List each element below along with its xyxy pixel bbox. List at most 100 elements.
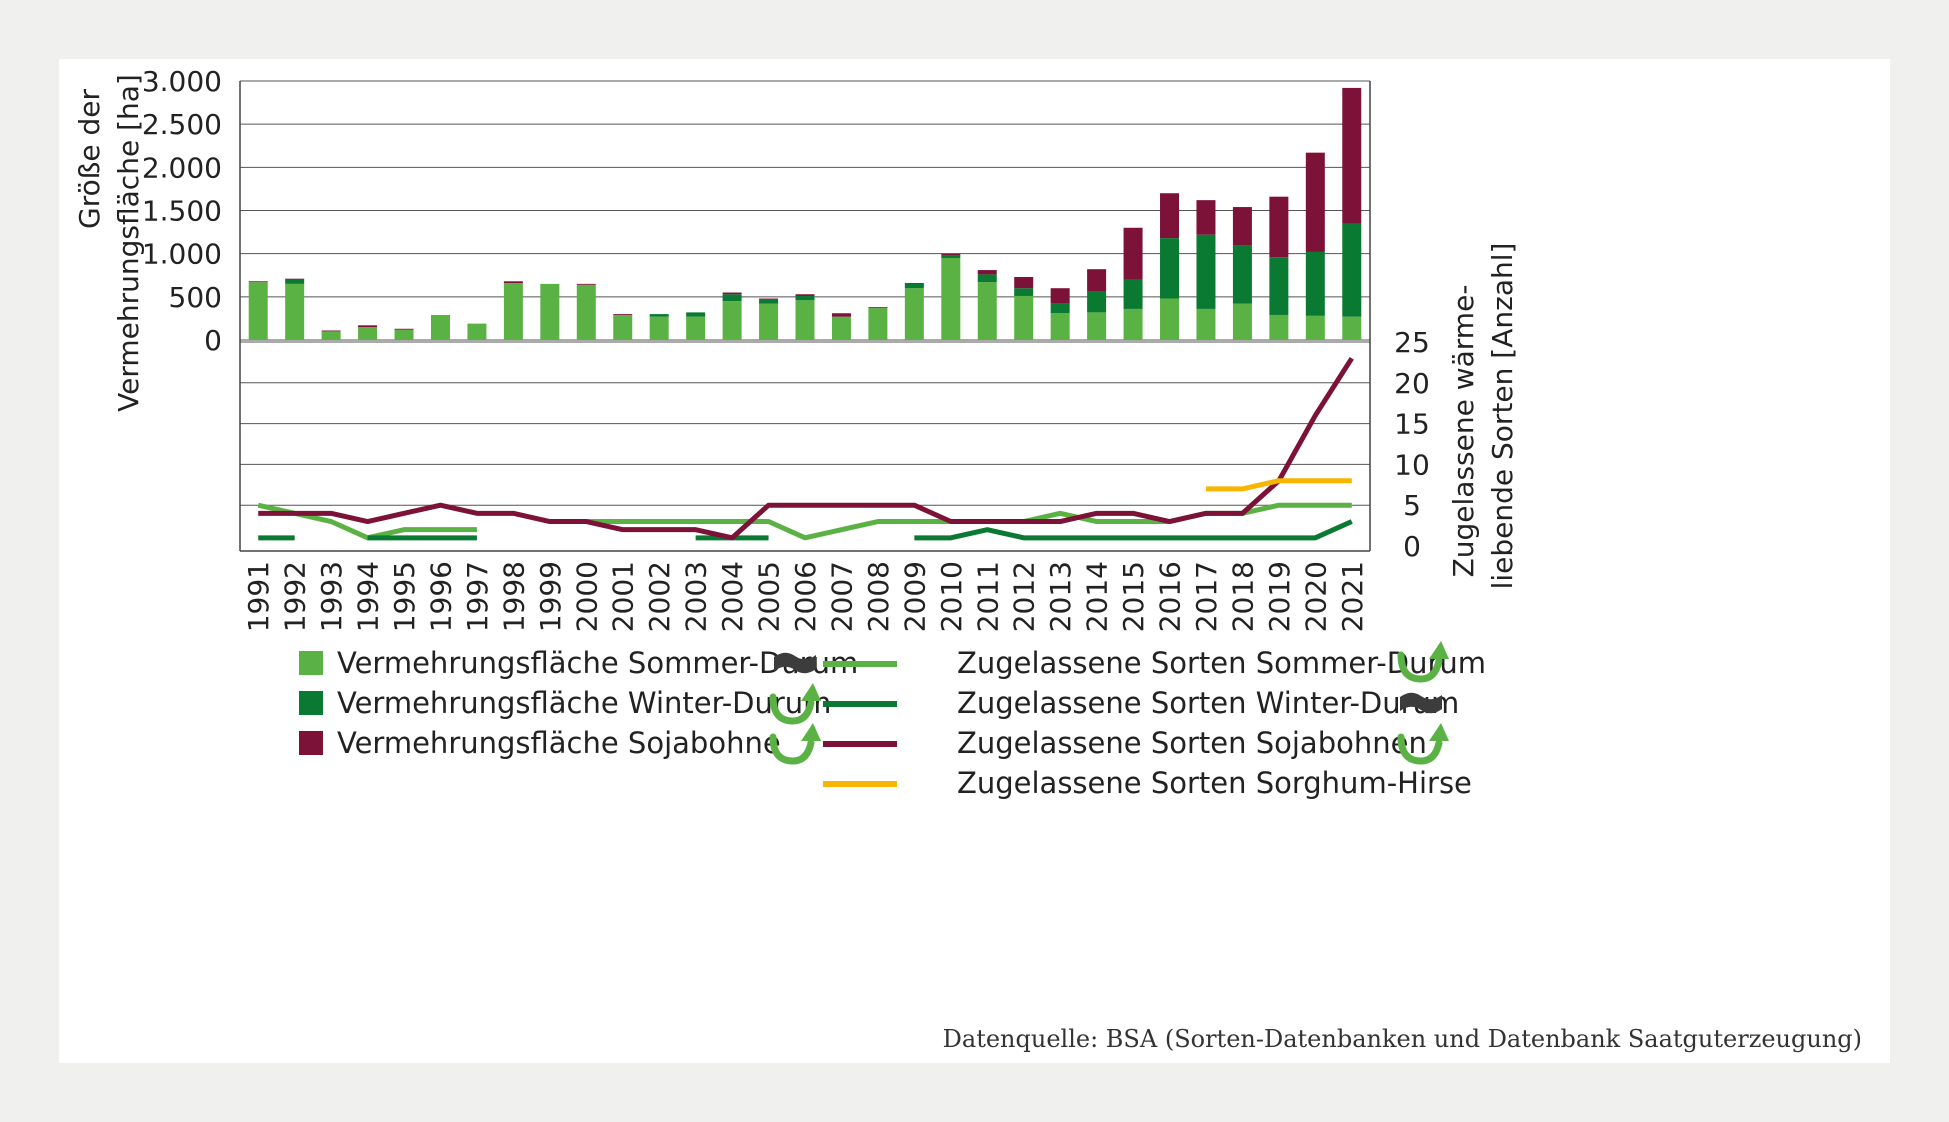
x-tick-label: 1997	[461, 561, 494, 632]
bar-winter-durum	[1269, 257, 1289, 315]
bar-sojabohne	[1305, 152, 1325, 252]
bar-sommer-durum	[1123, 308, 1143, 340]
bar-sommer-durum	[285, 283, 305, 340]
legend-line-sojabohnen-sorten	[823, 741, 897, 747]
x-tick-label: 2007	[825, 561, 858, 632]
bar-sommer-durum	[795, 300, 815, 340]
bar-sojabohne	[759, 298, 779, 300]
legend-swatch-sommer-durum-area	[299, 651, 323, 675]
bar-winter-durum	[722, 294, 742, 302]
bar-sojabohne	[831, 313, 851, 317]
bar-sojabohne	[503, 281, 523, 284]
bar-sojabohne	[1123, 227, 1143, 280]
line-sojabohnen	[258, 356, 1354, 541]
bar-sojabohne	[248, 281, 268, 283]
bar-sommer-durum	[977, 282, 997, 340]
bar-sommer-durum	[722, 301, 742, 340]
y-tick-label-right: 25	[1394, 326, 1430, 359]
x-tick-label: 2014	[1081, 561, 1114, 632]
bar-winter-durum	[795, 295, 815, 301]
x-tick-label: 2012	[1008, 561, 1041, 632]
figure-card: 0 500 1.000 1.500 2.000 2.500 3.000 0 5 10 15 20 25 G…	[59, 59, 1890, 1063]
bar-winter-durum	[1014, 288, 1034, 296]
tilde-icon	[1400, 692, 1442, 714]
y-axis-title-left-line1: Größe der	[73, 89, 106, 229]
bar-sommer-durum	[467, 323, 487, 340]
bar-sommer-durum	[1160, 298, 1180, 340]
bar-sommer-durum	[430, 314, 450, 340]
bar-winter-durum	[977, 274, 997, 283]
bar-sojabohne	[1269, 196, 1289, 258]
legend-label-sojabohne-area: Vermehrungsfläche Sojabohne	[337, 726, 781, 760]
bar-sojabohne	[1014, 276, 1034, 289]
legend-label-sommer-durum-area: Vermehrungsfläche Sommer-Durum	[337, 646, 859, 680]
y-tick-label-left: 500	[169, 281, 222, 314]
x-tick-label: 2010	[935, 561, 968, 632]
bar-sommer-durum	[759, 303, 779, 340]
y-tick-label-left: 2.000	[142, 151, 222, 184]
bar-winter-durum	[1342, 223, 1362, 317]
bar-winter-durum	[904, 283, 924, 289]
bar-sojabohne	[1232, 207, 1252, 246]
bar-sommer-durum	[831, 316, 851, 340]
bar-winter-durum	[759, 299, 779, 304]
bar-sommer-durum	[1014, 295, 1034, 340]
x-tick-label: 2018	[1226, 561, 1259, 632]
bar-sojabohne	[1050, 288, 1070, 304]
bar-sojabohne	[977, 270, 997, 275]
x-tick-label: 2013	[1044, 561, 1077, 632]
x-tick-label: 1991	[242, 561, 275, 632]
x-tick-label: 2020	[1299, 561, 1332, 632]
legend-label-winter-durum-area: Vermehrungsfläche Winter-Durum	[337, 686, 832, 720]
y-tick-label-left: 1.500	[142, 195, 222, 228]
bar-sommer-durum	[248, 282, 268, 340]
bar-winter-durum	[285, 279, 305, 284]
bar-sojabohne	[868, 307, 888, 309]
x-tick-label: 2021	[1336, 561, 1369, 632]
legend-line-sommer-durum-sorten	[823, 661, 897, 667]
bar-sojabohne	[941, 253, 961, 256]
bar-sommer-durum	[613, 314, 633, 340]
bar-sommer-durum	[503, 283, 523, 340]
bar-sojabohne	[904, 283, 924, 284]
x-tick-label: 1994	[352, 561, 385, 632]
bar-sommer-durum	[904, 288, 924, 340]
x-tick-label: 1998	[497, 561, 530, 632]
bar-sommer-durum	[576, 284, 596, 340]
y-tick-label-right: 20	[1394, 367, 1430, 400]
bar-winter-durum	[1050, 303, 1070, 314]
bar-sommer-durum	[941, 257, 961, 340]
bar-sojabohne	[1196, 200, 1216, 235]
x-tick-label: 2005	[753, 561, 786, 632]
x-tick-label: 2019	[1263, 561, 1296, 632]
bar-sommer-durum	[868, 308, 888, 340]
bar-winter-durum	[686, 312, 706, 317]
bar-sojabohne	[613, 314, 633, 315]
x-tick-label: 2003	[680, 561, 713, 632]
bar-winter-durum	[1196, 234, 1216, 309]
x-tick-label: 1993	[315, 561, 348, 632]
bar-sommer-durum	[1050, 313, 1070, 340]
bar-sojabohne	[722, 292, 742, 295]
bar-sommer-durum	[1269, 314, 1289, 340]
x-tick-label: 2016	[1154, 561, 1187, 632]
bar-sojabohne	[321, 330, 341, 332]
legend-label-sommer-durum-sorten: Zugelassene Sorten Sommer-Durum	[957, 646, 1486, 680]
x-tick-label: 1999	[534, 561, 567, 632]
bar-winter-durum	[1232, 245, 1252, 304]
tilde-icon	[774, 652, 816, 674]
x-tick-label: 2015	[1117, 561, 1150, 632]
bar-sommer-durum	[1232, 303, 1252, 340]
x-tick-label: 2004	[716, 561, 749, 632]
y-tick-label-left: 3.000	[142, 65, 222, 98]
bar-sommer-durum	[1305, 315, 1325, 340]
y-tick-label-right: 10	[1394, 448, 1430, 481]
x-tick-label: 2009	[898, 561, 931, 632]
bar-sommer-durum	[394, 329, 414, 340]
chart: 0 500 1.000 1.500 2.000 2.500 3.000 0 5 10 15 20 25 G…	[73, 65, 1519, 632]
y-tick-label-right: 15	[1394, 408, 1430, 441]
bar-sommer-durum	[1196, 308, 1216, 340]
y-tick-label-left: 1.000	[142, 238, 222, 271]
legend-swatch-winter-durum-area	[299, 691, 323, 715]
bar-sojabohne	[1087, 269, 1107, 292]
